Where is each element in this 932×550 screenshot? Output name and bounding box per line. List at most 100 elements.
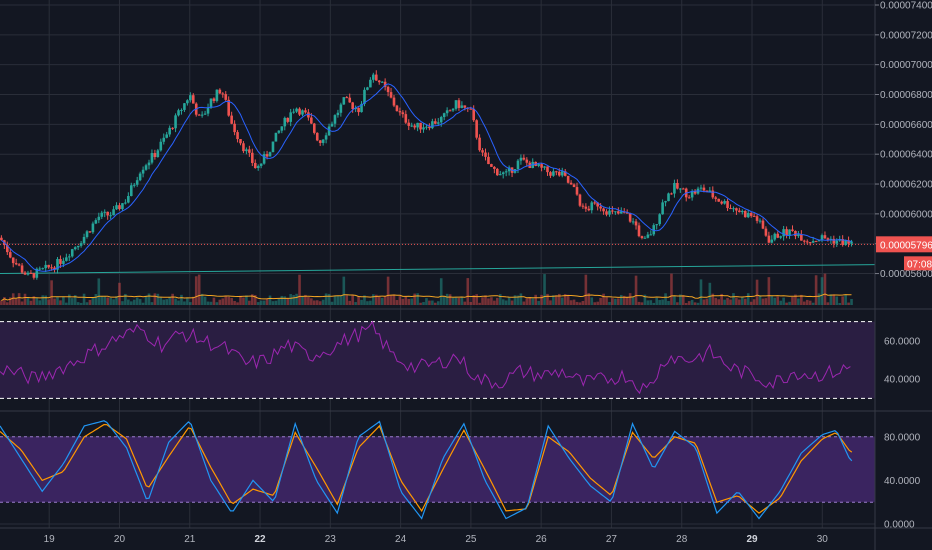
candle-body xyxy=(38,268,42,270)
candle-body xyxy=(330,123,334,127)
price-axis[interactable]: 0.00007400 0.00007200 0.00007000 0.00006800… xyxy=(875,1,932,281)
volume-bar xyxy=(103,296,107,305)
date-axis[interactable]: 19 20 21 22 23 24 25 26 27 28 29 30 xyxy=(44,534,829,545)
volume-bar xyxy=(552,295,555,305)
candle-body xyxy=(357,107,360,113)
candle-body xyxy=(100,212,104,217)
volume-bar xyxy=(696,302,700,305)
candle-body xyxy=(788,229,791,236)
volume-bar xyxy=(743,298,747,305)
candle-body xyxy=(850,241,853,244)
volume-bar xyxy=(245,295,248,305)
volume-bar xyxy=(758,295,762,305)
volume-bar xyxy=(634,275,638,305)
volume-bar xyxy=(496,297,499,305)
volume-bar xyxy=(191,296,195,305)
volume-bar xyxy=(401,298,405,305)
volume-bar xyxy=(88,299,92,305)
volume-bar xyxy=(227,296,230,305)
price-tick-label: 0.00006800 xyxy=(880,90,932,101)
candle-body xyxy=(451,108,455,111)
candle-body xyxy=(103,211,107,213)
volume-bar xyxy=(345,295,349,305)
candle-body xyxy=(832,238,836,244)
candle-body xyxy=(726,201,729,209)
date-label: 19 xyxy=(44,534,56,545)
volume-bar xyxy=(614,298,617,305)
volume-bar xyxy=(808,300,812,305)
candle-body xyxy=(239,139,242,144)
volume-bar xyxy=(289,294,292,305)
volume-bar xyxy=(590,297,594,305)
volume-bar xyxy=(32,296,36,305)
volume-bar xyxy=(676,302,679,305)
candle-body xyxy=(640,236,644,239)
date-label: 24 xyxy=(395,534,407,545)
candle-body xyxy=(720,201,723,204)
candle-body xyxy=(605,211,608,215)
volume-bar xyxy=(236,302,239,305)
candle-body xyxy=(546,166,549,173)
volume-bar xyxy=(569,300,573,305)
price-pane[interactable] xyxy=(0,70,876,305)
candle-body xyxy=(746,212,750,218)
volume-bar xyxy=(693,302,697,305)
candle-body xyxy=(70,249,74,257)
candle-body xyxy=(62,260,65,264)
volume-bar xyxy=(741,297,744,305)
volume-bar xyxy=(835,296,839,305)
volume-bar xyxy=(690,299,694,305)
volume-bar xyxy=(475,294,478,305)
candle-body xyxy=(637,225,641,237)
candle-body xyxy=(481,150,484,153)
candle-body xyxy=(215,89,219,101)
rsi-pane[interactable] xyxy=(0,320,875,399)
candle-body xyxy=(274,132,278,142)
candle-body xyxy=(811,241,815,243)
candle-body xyxy=(17,264,21,266)
candle-body xyxy=(67,256,71,258)
volume-bar xyxy=(838,302,842,305)
candle-body xyxy=(286,117,290,122)
volume-bar xyxy=(705,298,709,305)
candle-body xyxy=(646,234,650,238)
candle-body xyxy=(487,156,490,165)
volume-bar xyxy=(510,300,514,305)
candle-body xyxy=(47,264,50,268)
candle-body xyxy=(776,233,780,238)
volume-bar xyxy=(156,293,160,305)
volume-bar xyxy=(180,294,183,305)
volume-bar xyxy=(670,273,673,305)
volume-bar xyxy=(587,293,591,305)
volume-bar xyxy=(144,295,148,305)
volume-bar xyxy=(383,296,387,305)
volume-bar xyxy=(112,299,115,305)
candle-body xyxy=(79,243,83,246)
volume-bar xyxy=(286,297,290,305)
candle-body xyxy=(6,245,9,253)
stoch-rsi-pane[interactable] xyxy=(0,420,875,520)
volume-bar xyxy=(622,295,626,305)
volume-bar xyxy=(127,299,130,305)
volume-bar xyxy=(230,298,233,305)
trendline[interactable] xyxy=(0,264,876,275)
stoch-axis[interactable]: 80.0000 40.0000 0.0000 xyxy=(884,432,921,530)
candle-body xyxy=(73,247,77,250)
date-label: 22 xyxy=(254,534,266,545)
candle-body xyxy=(20,265,24,273)
candle-body xyxy=(652,225,656,235)
candle-body xyxy=(256,165,260,169)
volume-bar xyxy=(445,293,449,305)
volume-bar xyxy=(431,300,434,305)
volume-bar xyxy=(91,297,95,305)
volume-bar xyxy=(829,294,833,305)
price-tick-label: 0.00006600 xyxy=(880,120,932,131)
candle-body xyxy=(88,231,92,233)
volume-bar xyxy=(218,299,222,305)
rsi-axis[interactable]: 60.0000 40.0000 xyxy=(884,336,921,385)
volume-bar xyxy=(540,294,543,305)
volume-bar xyxy=(23,293,27,305)
volume-bar xyxy=(664,293,667,305)
volume-bar xyxy=(439,278,443,305)
